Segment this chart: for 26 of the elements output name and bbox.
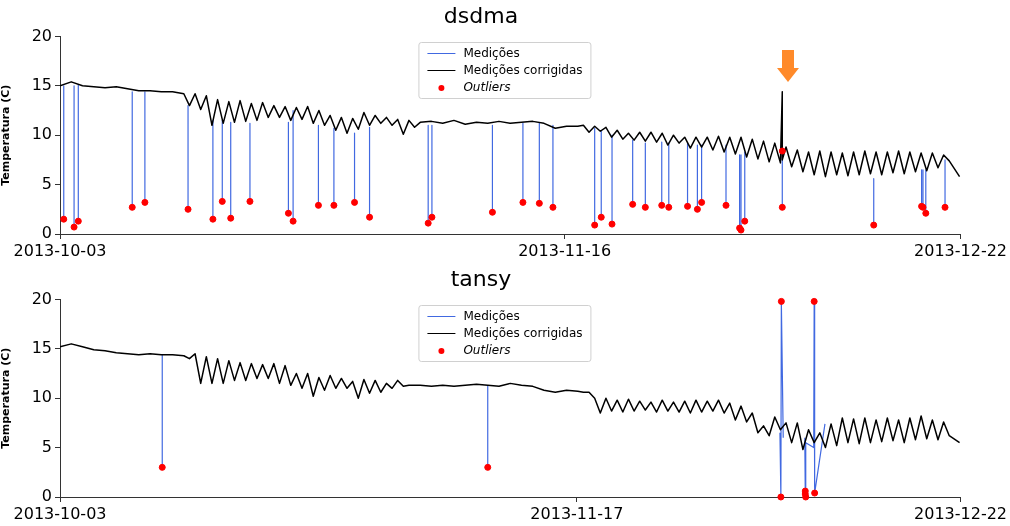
y-tick-label: 15 xyxy=(31,74,52,94)
y-tick-label: 0 xyxy=(41,486,52,506)
x-tick-label: 2013-11-17 xyxy=(530,503,624,523)
y-tick-label: 5 xyxy=(41,436,52,456)
chart-title: dsdma xyxy=(443,2,519,28)
y-tick-label: 10 xyxy=(31,124,52,144)
y-tick-label: 5 xyxy=(41,173,52,193)
x-tick-label: 2013-11-16 xyxy=(518,240,612,260)
y-tick-label: 20 xyxy=(31,288,52,308)
x-tick-label: 2013-12-22 xyxy=(914,240,1007,260)
legend-label: Medições xyxy=(463,45,520,62)
x-tick-label: 2013-10-03 xyxy=(13,240,107,260)
x-tick-label: 2013-12-22 xyxy=(914,503,1007,523)
y-axis-title: Temperatura (C) xyxy=(0,347,13,449)
x-tick-label: 2013-10-03 xyxy=(13,503,107,523)
legend-label: Medições corrigidas xyxy=(463,325,583,342)
chart-title: tansy xyxy=(450,265,512,291)
y-tick-label: 0 xyxy=(41,223,52,243)
legend-label: Medições xyxy=(463,308,520,325)
y-tick-label: 15 xyxy=(31,337,52,357)
y-tick-label: 10 xyxy=(31,387,52,407)
legend-label: Outliers xyxy=(463,342,511,359)
y-axis-title: Temperatura (C) xyxy=(0,84,13,186)
y-tick-label: 20 xyxy=(31,25,52,45)
legend-label: Medições corrigidas xyxy=(463,62,583,79)
legend-label: Outliers xyxy=(463,79,511,96)
